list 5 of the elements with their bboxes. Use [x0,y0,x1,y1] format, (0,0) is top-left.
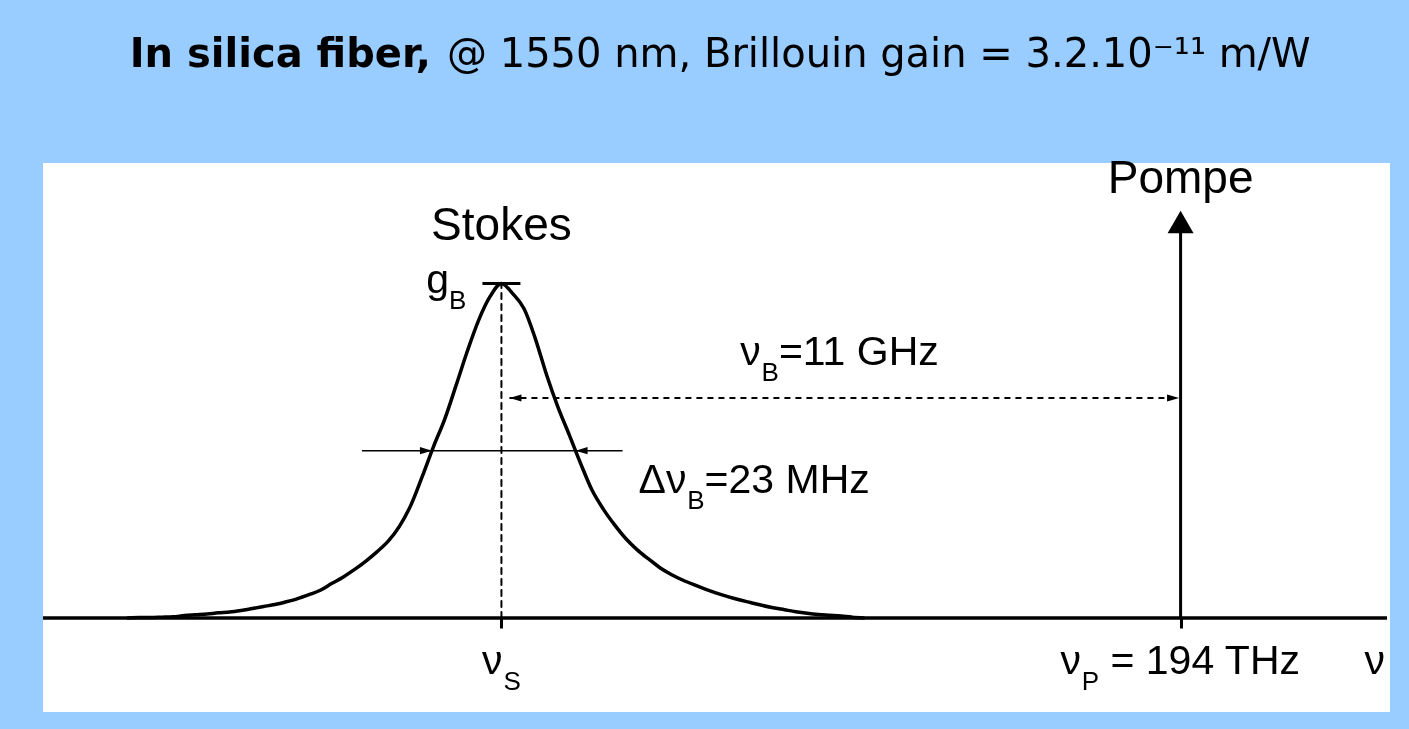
chart-title: In silica fiber, [129,30,431,76]
series-label: Pompe [1107,151,1254,203]
series-label: Stokes [431,198,572,251]
chart-subtitle: @ 1550 nm, Brillouin gain = 3.2.10⁻¹¹ m/W [447,30,1311,76]
x-axis-title: ν [1364,636,1385,683]
